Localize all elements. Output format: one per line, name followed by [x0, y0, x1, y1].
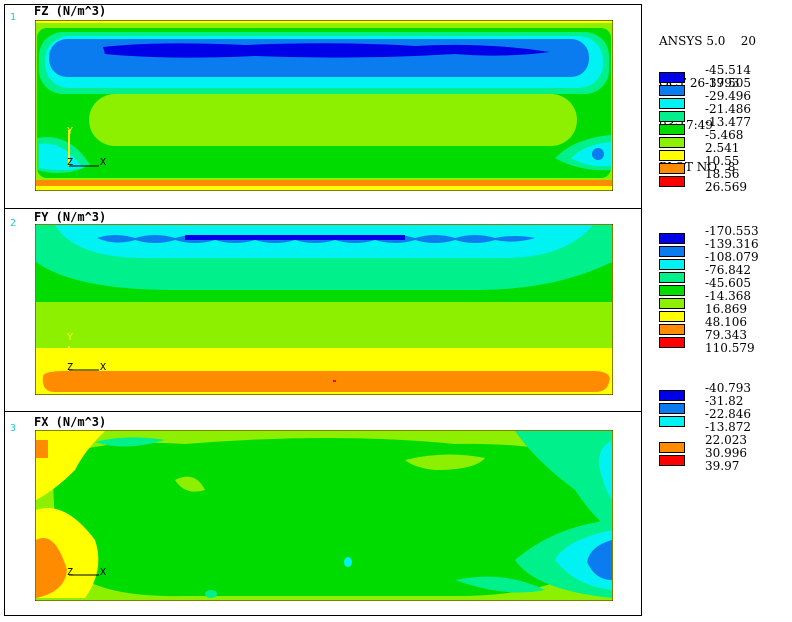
legend-value: -108.079 [705, 250, 759, 264]
legend-swatch [659, 442, 685, 453]
axis-y-label: Y [67, 126, 74, 137]
legend-value: -76.842 [705, 263, 752, 277]
legend-value: -14.368 [705, 289, 752, 303]
legend-value: -13.872 [705, 420, 752, 434]
legend-swatch [659, 324, 685, 335]
legend-value: -22.846 [705, 407, 752, 421]
axis-y-label: Y [67, 332, 74, 343]
contour-plot-fz [35, 20, 613, 191]
legend-swatch [659, 163, 685, 174]
window-divider [4, 411, 642, 412]
program-name: ANSYS 5.0 [659, 34, 726, 48]
legend-value: 79.343 [705, 328, 747, 342]
legend-value: 110.579 [705, 341, 755, 355]
header-line-program: ANSYS 5.0 20 [659, 34, 756, 48]
legend-swatch [659, 98, 685, 109]
legend-value: -31.82 [705, 394, 744, 408]
legend-swatch [659, 176, 685, 187]
axis-x-label: X [100, 362, 107, 373]
legend-value: -45.605 [705, 276, 752, 290]
axis-y-label: Y [67, 537, 74, 548]
legend-value: 22.023 [705, 433, 747, 447]
legend-swatch [659, 285, 685, 296]
legend-swatch [659, 259, 685, 270]
legend-value: 30.996 [705, 446, 747, 460]
plot-no-value: 8 [727, 160, 736, 174]
legend-swatch [659, 403, 685, 414]
legend-value: 48.106 [705, 315, 747, 329]
axis-x-label: X [100, 567, 107, 578]
legend-swatch [659, 298, 685, 309]
legend-swatch [659, 311, 685, 322]
graphics-frame [4, 4, 642, 616]
window-divider [4, 208, 642, 209]
window-title: FY (N/m^3) [34, 210, 107, 224]
contour-plot-fy [35, 224, 613, 395]
window-number: 3 [10, 423, 17, 434]
axis-z-label: Z [67, 567, 74, 578]
legend-swatch [659, 124, 685, 135]
window-number: 2 [10, 218, 17, 229]
window-title: FX (N/m^3) [34, 415, 107, 429]
legend-swatch [659, 390, 685, 401]
legend-swatch [659, 85, 685, 96]
legend-value: -13.477 [705, 115, 752, 129]
legend-swatch [659, 455, 685, 466]
legend-value: 18.56 [705, 167, 740, 181]
legend-swatch [659, 150, 685, 161]
legend-value: 26.569 [705, 180, 747, 194]
axis-z-label: Z [67, 362, 74, 373]
legend-value: 2.541 [705, 141, 740, 155]
legend-value: -45.514 [705, 63, 752, 77]
legend-value: 10.55 [705, 154, 740, 168]
legend-swatch [659, 111, 685, 122]
program-number: 20 [740, 34, 756, 48]
legend-value: -21.486 [705, 102, 752, 116]
axis-z-label: Z [67, 157, 74, 168]
legend-value: 16.869 [705, 302, 747, 316]
axis-x-label: X [100, 157, 107, 168]
legend-swatch [659, 137, 685, 148]
window-number: 1 [10, 12, 17, 23]
legend-swatch [659, 416, 685, 427]
legend-value: -40.793 [705, 381, 752, 395]
legend-value: 39.97 [705, 459, 740, 473]
contour-plot-fx [35, 430, 613, 601]
legend-value: -37.505 [705, 76, 752, 90]
legend-swatch [659, 72, 685, 83]
legend-value: -170.553 [705, 224, 759, 238]
legend-value: -139.316 [705, 237, 759, 251]
legend-swatch [659, 337, 685, 348]
legend-swatch [659, 233, 685, 244]
legend-value: -5.468 [705, 128, 744, 142]
legend-value: -29.496 [705, 89, 752, 103]
legend-swatch [659, 246, 685, 257]
legend-swatch [659, 272, 685, 283]
window-title: FZ (N/m^3) [34, 4, 107, 18]
